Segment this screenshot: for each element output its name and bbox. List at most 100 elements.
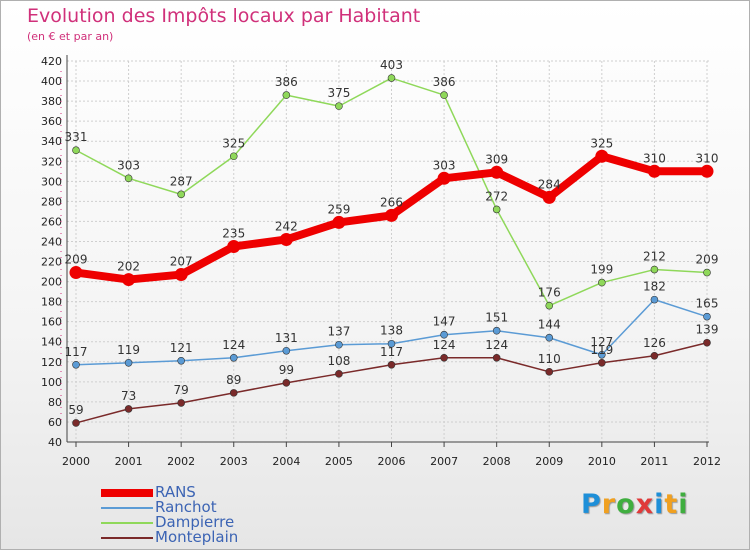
x-tick-label: 2006 <box>378 455 406 468</box>
y-tick-label: 400 <box>41 75 62 88</box>
data-label: 108 <box>327 354 350 368</box>
data-point <box>440 353 448 362</box>
y-tick-label: 380 <box>41 95 62 108</box>
data-point <box>335 340 343 349</box>
data-point <box>229 353 238 362</box>
data-label: 119 <box>590 343 613 357</box>
data-label: 284 <box>538 177 561 191</box>
x-tick-label: 2002 <box>167 455 195 468</box>
data-point <box>385 208 398 222</box>
data-label: 331 <box>65 130 88 144</box>
data-point <box>440 91 448 99</box>
data-point <box>282 91 291 99</box>
x-tick-label: 2009 <box>535 455 563 468</box>
data-point <box>437 171 451 185</box>
data-label: 182 <box>643 280 666 294</box>
data-label: 79 <box>174 383 189 397</box>
logo-letter: i <box>678 489 689 520</box>
data-label: 259 <box>327 202 350 216</box>
data-point <box>282 346 291 355</box>
x-tick-label: 2004 <box>272 455 300 468</box>
data-label: 235 <box>222 226 245 240</box>
y-tick-label: 200 <box>41 276 62 289</box>
data-label: 73 <box>121 389 136 403</box>
data-label: 59 <box>68 403 83 417</box>
data-point <box>700 164 714 178</box>
y-tick-label: 300 <box>41 175 62 188</box>
data-label: 242 <box>275 219 298 233</box>
chart-title: Evolution des Impôts locaux par Habitant <box>27 5 421 27</box>
y-tick-label: 280 <box>41 195 62 208</box>
data-label: 403 <box>380 58 403 72</box>
data-label: 110 <box>538 352 561 366</box>
y-tick-label: 140 <box>41 336 62 349</box>
data-label: 124 <box>485 338 508 352</box>
legend-swatch <box>101 537 153 539</box>
data-point <box>387 360 396 369</box>
x-tick-label: 2000 <box>62 455 90 468</box>
data-label: 124 <box>433 338 456 352</box>
y-tick-label: 160 <box>41 316 62 329</box>
data-label: 176 <box>538 286 561 300</box>
data-label: 119 <box>117 343 140 357</box>
y-tick-label: 40 <box>48 436 62 449</box>
x-tick-label: 2003 <box>220 455 248 468</box>
y-tick-label: 340 <box>41 135 62 148</box>
data-label: 121 <box>170 341 193 355</box>
data-label: 89 <box>226 373 241 387</box>
data-point <box>124 405 133 413</box>
legend-item-ranchot: Ranchot <box>101 498 301 516</box>
y-tick-label: 180 <box>41 296 62 309</box>
data-point <box>72 146 80 155</box>
data-point <box>229 152 238 161</box>
y-tick-label: 120 <box>41 356 62 369</box>
legend-swatch <box>101 489 153 497</box>
y-tick-label: 100 <box>41 376 62 389</box>
x-tick-label: 2001 <box>115 455 143 468</box>
data-point <box>650 265 659 274</box>
proxiti-logo: Proxiti <box>581 489 689 520</box>
data-point <box>69 266 83 280</box>
x-tick-label: 2011 <box>640 455 668 468</box>
data-point <box>387 74 396 82</box>
logo-letter: x <box>635 489 655 520</box>
data-point <box>440 330 448 339</box>
data-point <box>279 232 293 246</box>
legend-label: Ranchot <box>155 498 217 516</box>
data-label: 165 <box>696 297 719 311</box>
data-point <box>542 190 556 204</box>
data-point <box>174 268 188 282</box>
y-tick-label: 360 <box>41 115 62 128</box>
data-point <box>703 268 711 277</box>
legend-label: RANS <box>155 483 196 501</box>
x-tick-label: 2012 <box>693 455 721 468</box>
data-point <box>177 399 185 407</box>
legend: RANS Ranchot Dampierre Monteplain <box>101 483 301 546</box>
data-label: 144 <box>538 318 561 332</box>
data-label: 375 <box>327 86 350 100</box>
data-point <box>229 389 238 397</box>
data-point <box>490 165 504 179</box>
data-label: 99 <box>279 363 294 377</box>
data-point <box>545 333 554 342</box>
data-label: 131 <box>275 331 298 345</box>
data-point <box>598 278 606 287</box>
y-tick-label: 80 <box>48 396 62 409</box>
data-point <box>387 339 396 348</box>
legend-label: Dampierre <box>155 513 235 531</box>
x-tick-label: 2007 <box>430 455 458 468</box>
data-label: 117 <box>65 345 88 359</box>
legend-swatch <box>101 522 153 524</box>
data-label: 287 <box>170 174 193 188</box>
logo-letter: r <box>601 489 617 520</box>
data-label: 309 <box>485 152 508 166</box>
data-point <box>122 273 136 287</box>
data-label: 272 <box>485 189 508 203</box>
legend-label: Monteplain <box>155 528 239 546</box>
data-label: 139 <box>696 323 719 337</box>
data-point <box>72 419 80 427</box>
x-tick-label: 2010 <box>588 455 616 468</box>
x-tick-label: 2008 <box>483 455 511 468</box>
data-point <box>335 370 343 378</box>
y-tick-label: 320 <box>41 155 62 168</box>
